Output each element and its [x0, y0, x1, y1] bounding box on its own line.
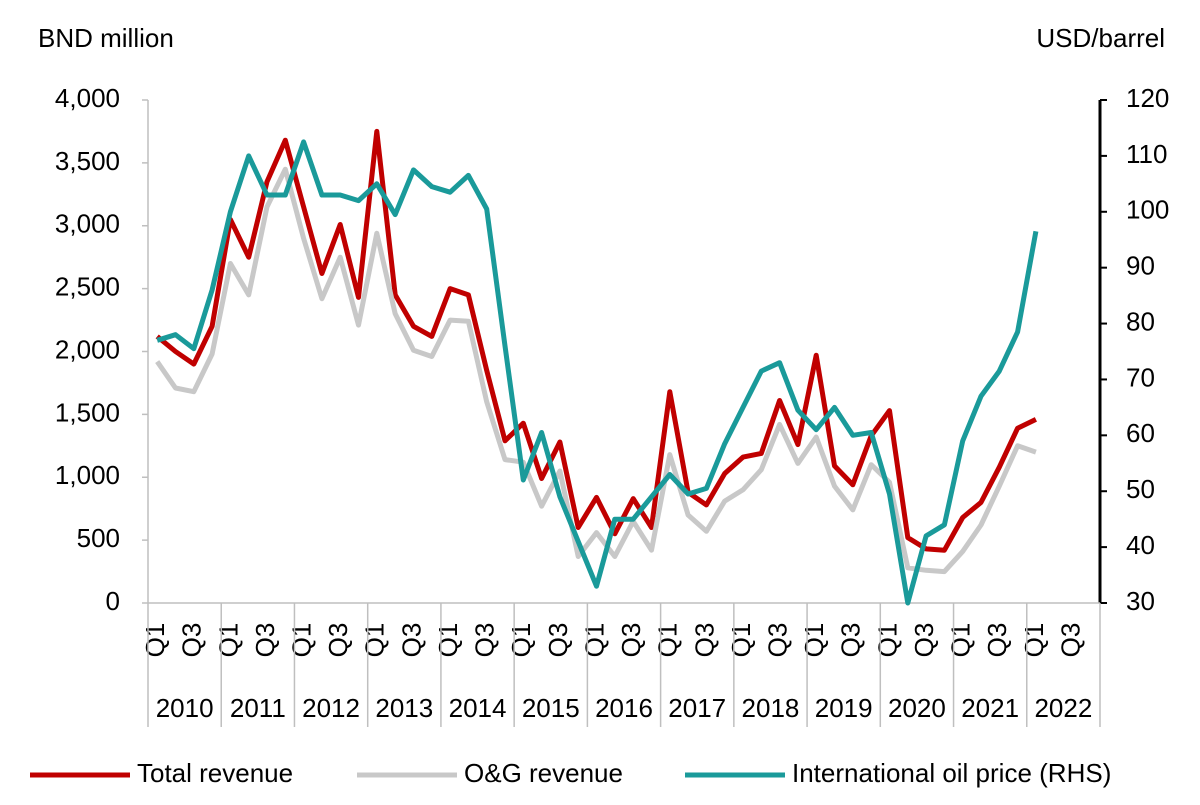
legend-label: O&G revenue — [464, 758, 623, 788]
x-tick-label: Q1 — [506, 623, 536, 658]
x-group-label: 2016 — [595, 693, 653, 723]
x-tick-label: Q1 — [946, 623, 976, 658]
y-tick-label: 3,000 — [55, 209, 120, 239]
y2-tick-label: 100 — [1126, 195, 1169, 225]
x-tick-label: Q3 — [616, 623, 646, 658]
x-tick-label: Q3 — [836, 623, 866, 658]
y2-tick-label: 80 — [1126, 306, 1155, 336]
y-tick-label: 3,500 — [55, 146, 120, 176]
x-tick-label: Q1 — [872, 623, 902, 658]
y-tick-label: 2,000 — [55, 334, 120, 364]
x-tick-label: Q3 — [396, 623, 426, 658]
y2-tick-label: 50 — [1126, 474, 1155, 504]
x-tick-label: Q3 — [909, 623, 939, 658]
x-tick-label: Q3 — [323, 623, 353, 658]
y-tick-label: 4,000 — [55, 83, 120, 113]
y2-axis-label: USD/barrel — [1036, 23, 1165, 53]
x-tick-label: Q3 — [250, 623, 280, 658]
x-tick-label: Q3 — [1055, 623, 1085, 658]
x-group-label: 2010 — [156, 693, 214, 723]
x-tick-label: Q1 — [433, 623, 463, 658]
y2-tick-label: 30 — [1126, 586, 1155, 616]
x-tick-label: Q1 — [799, 623, 829, 658]
x-tick-label: Q1 — [653, 623, 683, 658]
x-tick-label: Q1 — [726, 623, 756, 658]
y-tick-label: 500 — [77, 523, 120, 553]
y2-tick-label: 110 — [1126, 139, 1167, 169]
y-tick-label: 0 — [106, 586, 120, 616]
x-tick-label: Q1 — [579, 623, 609, 658]
x-tick-label: Q1 — [286, 623, 316, 658]
series-line — [155, 128, 1037, 553]
x-group-label: 2012 — [302, 693, 360, 723]
x-tick-label: Q3 — [689, 623, 719, 658]
x-group-label: 2015 — [522, 693, 580, 723]
x-tick-label: Q1 — [140, 623, 170, 658]
x-tick-label: Q3 — [762, 623, 792, 658]
y-tick-label: 1,500 — [55, 397, 120, 427]
x-group-label: 2019 — [815, 693, 873, 723]
x-group-label: 2017 — [668, 693, 726, 723]
x-tick-label: Q3 — [982, 623, 1012, 658]
y2-tick-label: 40 — [1126, 530, 1155, 560]
y-tick-label: 2,500 — [55, 272, 120, 302]
x-group-label: 2014 — [449, 693, 507, 723]
x-tick-label: Q3 — [543, 623, 573, 658]
x-group-label: 2018 — [742, 693, 800, 723]
x-group-label: 2020 — [888, 693, 946, 723]
legend-label: International oil price (RHS) — [792, 758, 1111, 788]
x-tick-label: Q3 — [470, 623, 500, 658]
y2-tick-label: 70 — [1126, 362, 1155, 392]
x-tick-label: Q1 — [1019, 623, 1049, 658]
series-line — [155, 166, 1037, 575]
x-group-label: 2022 — [1034, 693, 1092, 723]
y2-tick-label: 90 — [1126, 251, 1155, 281]
x-tick-label: Q1 — [213, 623, 243, 658]
y-axis-label: BND million — [38, 23, 174, 53]
x-group-label: 2011 — [230, 693, 286, 723]
x-group-label: 2021 — [961, 693, 1019, 723]
y2-tick-label: 120 — [1126, 83, 1169, 113]
x-group-label: 2013 — [375, 693, 433, 723]
series-line — [156, 139, 1039, 606]
x-tick-label: Q1 — [360, 623, 390, 658]
legend-label: Total revenue — [137, 758, 293, 788]
y-tick-label: 1,000 — [55, 460, 120, 490]
x-tick-label: Q3 — [177, 623, 207, 658]
y2-tick-label: 60 — [1126, 418, 1155, 448]
